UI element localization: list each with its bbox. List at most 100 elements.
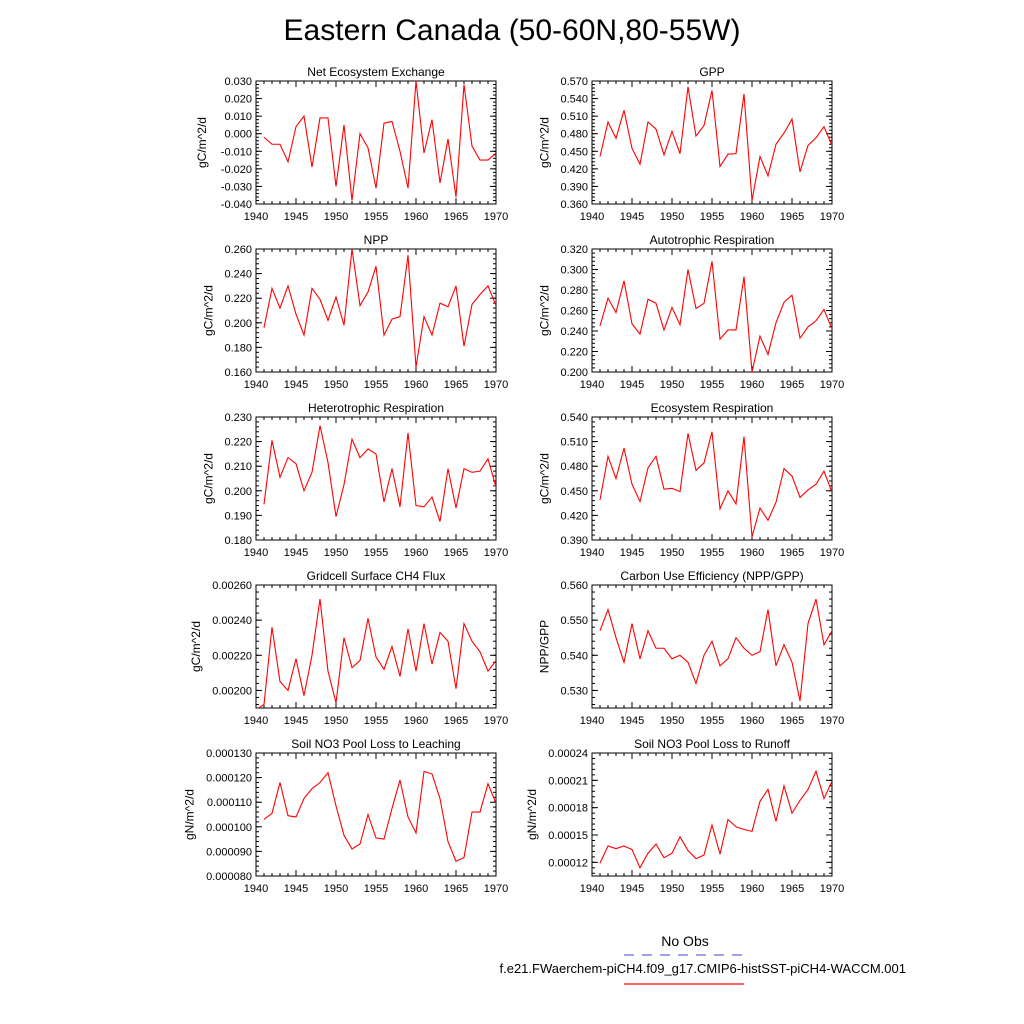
x-tick-label: 1955 (700, 379, 724, 391)
y-tick-label: 0.220 (224, 437, 252, 449)
x-tick-label: 1965 (444, 883, 468, 895)
series-line (257, 598, 496, 708)
y-tick-label: 0.570 (560, 76, 588, 88)
y-tick-label: 0.210 (224, 461, 252, 473)
panel-gridcell-surface-ch4-flux: Gridcell Surface CH4 Flux 1940 1945 1950 195… (189, 569, 508, 727)
y-tick-label: 0.00240 (212, 615, 252, 627)
x-tick-label: 1955 (364, 883, 388, 895)
y-axis-label: gC/m^2/d (195, 117, 209, 168)
y-axis-label: gC/m^2/d (538, 285, 552, 336)
x-tick-label: 1960 (404, 883, 428, 895)
x-tick-label: 1955 (700, 883, 724, 895)
x-tick-label: 1970 (820, 379, 844, 391)
x-tick-label: 1945 (620, 715, 644, 727)
y-tick-label: 0.390 (560, 181, 588, 193)
x-tick-label: 1960 (404, 547, 428, 559)
y-tick-label: 0.010 (224, 111, 252, 123)
panel-soil-no3-pool-loss-to-leaching: Soil NO3 Pool Loss to Leaching 1940 1945 19… (183, 737, 509, 895)
y-tick-label: 0.240 (560, 326, 588, 338)
y-tick-label: 0.000 (224, 129, 252, 141)
y-tick-label: 0.480 (560, 129, 588, 141)
y-tick-label: 0.000090 (206, 846, 252, 858)
y-tick-label: 0.000130 (206, 748, 252, 760)
x-tick-label: 1970 (484, 211, 508, 223)
y-tick-label: 0.00021 (548, 775, 588, 787)
x-tick-label: 1960 (740, 547, 764, 559)
x-tick-label: 1965 (780, 211, 804, 223)
y-tick-label: -0.010 (221, 146, 252, 158)
x-tick-label: 1955 (364, 547, 388, 559)
y-axis-label: gC/m^2/d (538, 453, 552, 504)
x-tick-label: 1970 (484, 883, 508, 895)
x-tick-label: 1965 (444, 379, 468, 391)
x-tick-label: 1950 (324, 379, 348, 391)
y-tick-label: 0.540 (560, 650, 588, 662)
y-tick-label: 0.000110 (207, 797, 252, 809)
x-tick-label: 1970 (484, 547, 508, 559)
series-line (263, 770, 496, 862)
panel-title: Ecosystem Respiration (651, 401, 774, 415)
y-tick-label: -0.040 (221, 199, 252, 211)
x-tick-label: 1950 (324, 715, 348, 727)
x-tick-label: 1945 (284, 211, 308, 223)
y-axis-label: gC/m^2/d (538, 117, 552, 168)
y-tick-label: 0.240 (224, 269, 252, 281)
x-tick-label: 1940 (244, 211, 268, 223)
panel-gpp: GPP 1940 1945 1950 1955 1960 1965 1970 0.360 0.39… (538, 65, 845, 223)
x-tick-label: 1940 (244, 547, 268, 559)
x-tick-label: 1945 (284, 379, 308, 391)
legend-obs-label: No Obs (661, 933, 709, 949)
series-line (599, 598, 832, 702)
panel-npp: NPP 1940 1945 1950 1955 1960 1965 1970 0.160 0.18… (202, 233, 509, 391)
y-tick-label: 0.160 (224, 367, 252, 379)
x-tick-label: 1945 (620, 379, 644, 391)
x-tick-label: 1940 (580, 547, 604, 559)
x-tick-label: 1955 (700, 715, 724, 727)
x-tick-label: 1950 (324, 883, 348, 895)
x-tick-label: 1955 (700, 211, 724, 223)
x-tick-label: 1960 (740, 883, 764, 895)
x-tick-label: 1970 (484, 379, 508, 391)
x-tick-label: 1960 (740, 715, 764, 727)
panel-net-ecosystem-exchange: Net Ecosystem Exchange 1940 1945 1950 1955 19… (195, 65, 508, 223)
x-tick-label: 1965 (780, 883, 804, 895)
panel-heterotrophic-respiration: Heterotrophic Respiration 1940 1945 1950 195… (202, 401, 509, 559)
x-tick-label: 1970 (820, 547, 844, 559)
y-tick-label: 0.00012 (548, 857, 588, 869)
y-tick-label: 0.00024 (548, 748, 588, 760)
y-tick-label: 0.280 (560, 285, 588, 297)
y-tick-label: 0.300 (560, 265, 588, 277)
y-tick-label: 0.000120 (206, 773, 252, 785)
y-tick-label: -0.030 (221, 181, 252, 193)
x-tick-label: 1960 (404, 211, 428, 223)
y-tick-label: 0.450 (560, 146, 588, 158)
y-tick-label: 0.00200 (212, 685, 252, 697)
y-tick-label: 0.360 (560, 199, 588, 211)
panel-title: Soil NO3 Pool Loss to Runoff (634, 737, 791, 751)
x-tick-label: 1945 (284, 883, 308, 895)
x-tick-label: 1945 (284, 547, 308, 559)
x-tick-label: 1970 (820, 883, 844, 895)
y-tick-label: 0.260 (560, 306, 588, 318)
y-tick-label: 0.510 (560, 437, 588, 449)
panel-title: Heterotrophic Respiration (308, 401, 444, 415)
x-tick-label: 1945 (620, 211, 644, 223)
x-tick-label: 1970 (484, 715, 508, 727)
y-tick-label: 0.000080 (206, 871, 252, 883)
series-line (263, 81, 496, 201)
y-tick-label: 0.230 (224, 412, 252, 424)
x-tick-label: 1950 (324, 211, 348, 223)
x-tick-label: 1955 (364, 211, 388, 223)
x-tick-label: 1950 (324, 547, 348, 559)
x-tick-label: 1950 (660, 547, 684, 559)
x-tick-label: 1960 (740, 379, 764, 391)
y-tick-label: 0.180 (224, 342, 252, 354)
x-tick-label: 1970 (820, 211, 844, 223)
panel-title: GPP (699, 65, 724, 79)
y-tick-label: 0.320 (560, 244, 588, 256)
x-tick-label: 1970 (820, 715, 844, 727)
x-tick-label: 1965 (780, 379, 804, 391)
series-line (263, 425, 496, 522)
x-tick-label: 1940 (580, 211, 604, 223)
